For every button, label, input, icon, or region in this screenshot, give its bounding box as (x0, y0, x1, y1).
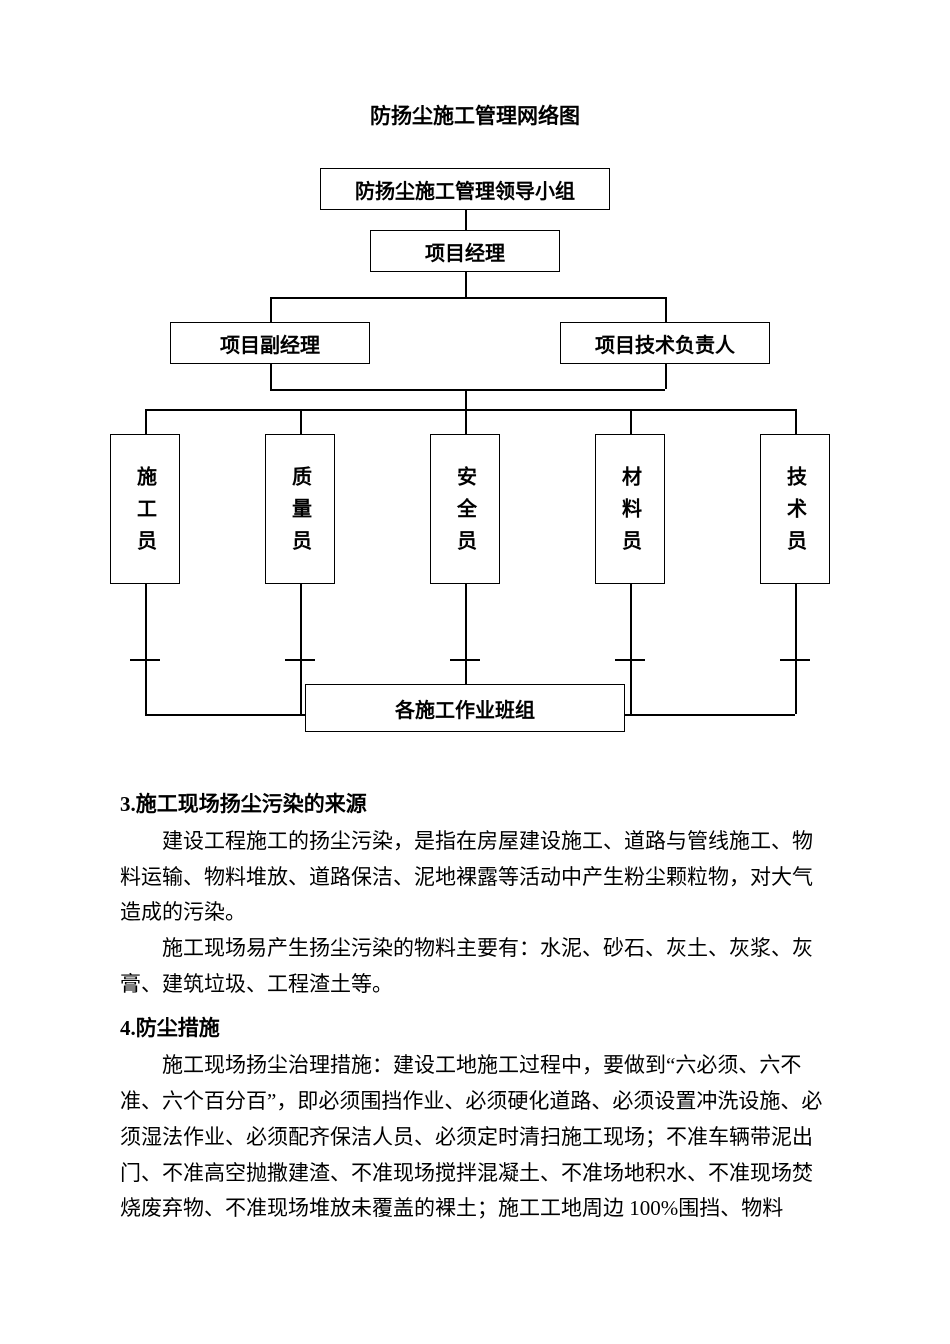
connector (300, 409, 302, 434)
connector (145, 659, 147, 714)
connector (145, 584, 147, 659)
node-deputy: 项目副经理 (170, 322, 370, 364)
connector (465, 659, 467, 684)
connector (300, 584, 302, 659)
section3-heading: 3.施工现场扬尘污染的来源 (120, 788, 830, 818)
paragraph: 施工现场扬尘治理措施：建设工地施工过程中，要做到“六必须、六不准、六个百分百”，… (120, 1048, 830, 1226)
connector (795, 409, 797, 434)
connector (465, 272, 467, 297)
node-bottom: 各施工作业班组 (305, 684, 625, 732)
connector (630, 659, 632, 714)
connector (270, 389, 665, 391)
connector (795, 584, 797, 659)
paragraph: 施工现场易产生扬尘污染的物料主要有：水泥、砂石、灰土、灰浆、灰膏、建筑垃圾、工程… (120, 931, 830, 1002)
node-staff1: 施工员 (110, 434, 180, 584)
connector (465, 584, 467, 659)
connector (270, 364, 272, 389)
connector (630, 584, 632, 659)
connector (465, 409, 467, 434)
node-tech-lead: 项目技术负责人 (560, 322, 770, 364)
connector (145, 409, 795, 411)
node-staff3: 安全员 (430, 434, 500, 584)
org-diagram: 防扬尘施工管理领导小组 项目经理 项目副经理 项目技术负责人 施工员 质量员 安… (120, 168, 840, 768)
node-top: 防扬尘施工管理领导小组 (320, 168, 610, 210)
connector (630, 409, 632, 434)
connector (795, 659, 797, 714)
section4-heading: 4.防尘措施 (120, 1012, 830, 1042)
node-staff2: 质量员 (265, 434, 335, 584)
diagram-title: 防扬尘施工管理网络图 (120, 100, 830, 130)
connector (270, 297, 665, 299)
connector (465, 210, 467, 230)
node-staff4: 材料员 (595, 434, 665, 584)
connector (665, 297, 667, 322)
connector (665, 364, 667, 389)
connector (300, 659, 302, 714)
connector (465, 389, 467, 409)
connector (145, 409, 147, 434)
node-staff5: 技术员 (760, 434, 830, 584)
connector (270, 297, 272, 322)
paragraph: 建设工程施工的扬尘污染，是指在房屋建设施工、道路与管线施工、物料运输、物料堆放、… (120, 824, 830, 931)
node-manager: 项目经理 (370, 230, 560, 272)
